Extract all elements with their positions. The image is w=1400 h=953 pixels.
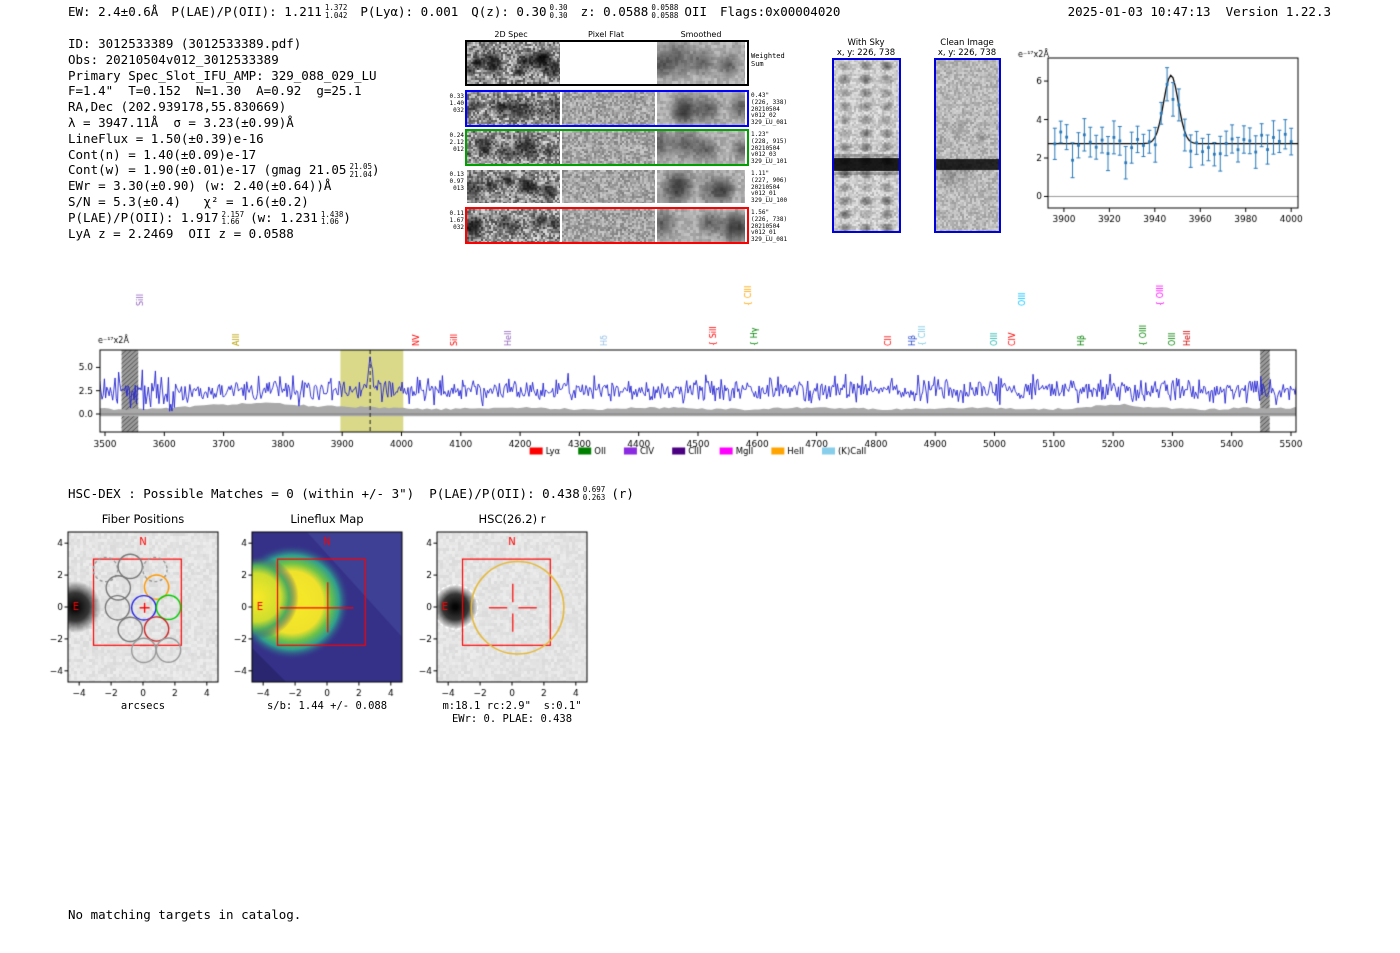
cutout-smooth-canvas [657,170,745,203]
plae-poii-range: 1.372 1.042 [324,3,348,20]
col-header-pixelflat: Pixel Flat [588,30,624,39]
clean-image-canvas [936,60,999,231]
col-header-2dspec: 2D Spec [494,30,528,39]
footer-line-1: No matching targets in catalog. [68,907,302,922]
col-header-smoothed: Smoothed [680,30,722,39]
hsc-caption-1: m:18.1 rc:2.9" s:0.1" [442,700,582,712]
cutout-grid: Weighted Sum 0.33 1.40 032 0.43" (226, 338… [450,0,787,250]
info-id: ID: 3012533389 (3012533389.pdf) [68,36,302,51]
cutout-spec-canvas [467,42,560,84]
lineflux-map-title: Lineflux Map [290,512,364,526]
cutout-right-label: 1.11" (227, 906) 20210504 v012_01 329_LU… [751,170,788,205]
info-lambda: λ = 3947.11Å σ = 3.23(±0.99)Å [68,114,294,130]
cutout-smooth-canvas [657,92,745,125]
hsc-header-line: HSC-DEX : Possible Matches = 0 (within +… [68,485,634,502]
info-plae: P(LAE)/P(OII): 1.917 2.157 1.66 (w: 1.231 1.… [68,209,351,227]
cutout-flat-canvas [562,170,655,203]
info-redshifts: LyA z = 2.2469 OII z = 0.0588 [68,225,294,241]
footer-note: No matching targets in catalog. Row inte… [68,876,301,953]
cutout-smooth-canvas [657,131,745,164]
clean-image [934,58,1001,233]
spectrum-canvas [55,262,1345,467]
cutout-row: 0.33 1.40 032 0.43" (226, 338) 20210504 v… [450,90,787,127]
info-cont-w: Cont(w) = 1.90(±0.01)e-17 (gmag 21.05 21.… [68,162,380,179]
z-value: z: 0.0588 0.0588 0.0588 OII [580,3,707,20]
cutout-smooth-canvas [657,209,745,242]
info-primary: Primary Spec_Slot_IFU_AMP: 329_088_029_L… [68,67,377,83]
z-type-label: OII [684,4,707,19]
hsc-image-canvas [404,524,599,704]
cutout-left-label: 0.24 2.12 012 [449,132,464,153]
with-sky-canvas [834,60,899,231]
cutout-smooth-canvas [657,42,745,84]
hsc-caption-2: EWr: 0. PLAE: 0.438 [451,713,573,725]
cutout-right-label: 1.23" (228, 915) 20210504 v012_03 329_LU… [751,131,788,166]
fiber-positions-title: Fiber Positions [101,512,185,526]
cutout-flat-canvas [562,92,655,125]
cutout-row: 0.11 1.67 032 1.56" (226, 738) 20210504 v… [450,207,787,244]
cutout-right-label: 0.43" (226, 338) 20210504 v012_02 329_LU… [751,92,788,127]
cutout-left-label: 0.11 1.67 032 [449,210,464,231]
info-sn-chi2: S/N = 5.3(±0.4) χ² = 1.6(±0.2) [68,194,309,210]
flags-value: Flags:0x00004020 [719,4,841,19]
qz-value: Q(z): 0.30 0.30 0.30 [471,3,568,20]
clean-image-title: Clean Image x, y: 226, 738 [937,38,997,58]
hsc-plae-range: 0.697 0.263 [582,485,606,502]
info-lineflux: LineFlux = 1.50(±0.39)e-16 [68,130,264,146]
cutout-left-label: 0.13 0.97 013 [449,171,464,192]
cutout-right-label: Weighted Sum [751,52,785,68]
lineflux-caption: s/b: 1.44 +/- 0.088 [266,700,388,712]
p-lya-value: P(Lyα): 0.001 [360,4,459,19]
cutout-row: Weighted Sum [465,40,785,86]
with-sky-image [832,58,901,233]
info-ewr: EWr = 3.30(±0.90) (w: 2.40(±0.64))Å [68,178,332,194]
hsc-image-title: HSC(26.2) r [478,512,546,526]
lineflux-map-canvas [219,524,414,704]
cutout-right-label: 1.56" (226, 738) 20210504 v012_01 329_LU… [751,209,788,244]
cutout-left-label: 0.33 1.40 032 [449,93,464,114]
cutout-flat-canvas [562,131,655,164]
info-obs: Obs: 20210504v012_3012533389 [68,51,279,67]
info-radec: RA,Dec (202.939178,55.830669) [68,99,287,115]
ew-value: EW: 2.4±0.6Å [68,4,159,19]
fiber-xlabel: arcsecs [120,700,166,712]
info-seeing: F=1.4" T=0.152 N=1.30 A=0.92 g=25.1 [68,83,362,99]
fit-chart-canvas [1015,48,1310,228]
cutout-spec-canvas [467,170,560,203]
cutout-row: 0.24 2.12 012 1.23" (228, 915) 20210504 v… [450,129,787,166]
cutout-row: 0.13 0.97 013 1.11" (227, 906) 20210504 v… [450,168,787,205]
cutout-spec-canvas [467,131,560,164]
fiber-positions-canvas [35,524,230,704]
cutout-flat-canvas [562,209,655,242]
cutout-spec-canvas [467,209,560,242]
info-cont-n: Cont(n) = 1.40(±0.09)e-17 [68,146,257,162]
timestamp-version: 2025-01-03 10:47:13 Version 1.22.3 [1067,4,1331,19]
cutout-spec-canvas [467,92,560,125]
detection-info-block: ID: 3012533389 (3012533389.pdf) Obs: 202… [68,36,380,242]
header-summary-line: EW: 2.4±0.6Å P(LAE)/P(OII): 1.211 1.372 1.… [68,4,853,19]
with-sky-title: With Sky x, y: 226, 738 [836,38,896,58]
plae-poii-value: P(LAE)/P(OII): 1.211 1.372 1.042 [171,3,348,20]
